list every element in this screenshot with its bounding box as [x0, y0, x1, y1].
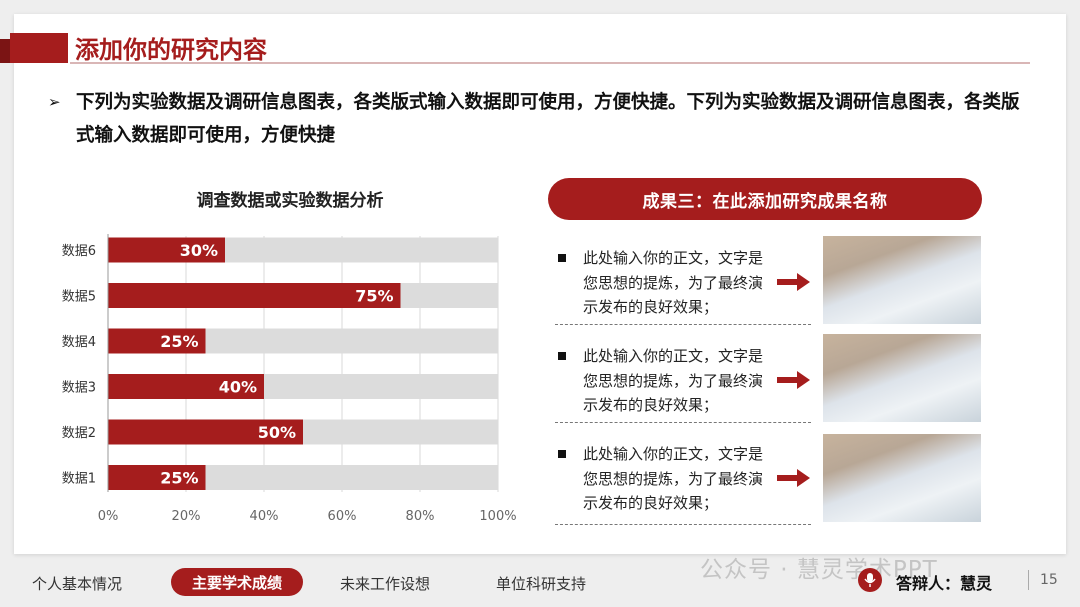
square-bullet-icon	[558, 352, 566, 360]
result-item-text: 此处输入你的正文，文字是您思想的提炼，为了最终演示发布的良好效果；	[583, 249, 764, 316]
x-tick-label: 60%	[328, 509, 357, 524]
y-tick-label: 数据4	[62, 335, 96, 350]
x-tick-label: 20%	[172, 509, 201, 524]
right-arrow-icon	[777, 273, 810, 291]
data-label: 30%	[180, 241, 218, 260]
title-underline	[70, 62, 1030, 64]
dashed-divider	[555, 524, 811, 525]
x-tick-label: 40%	[250, 509, 279, 524]
arrow-bullet-icon: ➢	[48, 93, 61, 111]
dashed-divider	[555, 324, 811, 325]
result-heading: 成果三：在此添加研究成果名称	[548, 178, 982, 220]
bar	[108, 237, 225, 263]
watermark: 公众号 · 慧灵学术PPT	[700, 557, 938, 583]
result-item-text: 此处输入你的正文，文字是您思想的提炼，为了最终演示发布的良好效果；	[583, 347, 764, 414]
dashed-divider	[555, 422, 811, 423]
bar	[108, 283, 401, 308]
chart-title: 调查数据或实验数据分析	[196, 191, 384, 211]
intro-text: 下列为实验数据及调研信息图表，各类版式输入数据即可使用，方便快捷。下列为实验数据…	[76, 92, 1020, 146]
x-tick-label: 80%	[406, 509, 435, 524]
right-arrow-icon	[777, 371, 810, 389]
footer-nav: 个人基本情况 主要学术成绩 未来工作设想 单位科研支持	[0, 566, 1080, 600]
y-tick-label: 数据5	[62, 290, 96, 305]
data-label: 25%	[160, 332, 198, 351]
data-label: 40%	[219, 378, 257, 397]
y-tick-label: 数据3	[62, 381, 96, 396]
y-tick-label: 数据6	[62, 244, 96, 259]
data-label: 25%	[160, 469, 198, 488]
title-accent-bar	[10, 33, 68, 63]
microphone-icon	[858, 568, 882, 592]
page-number: 15	[1040, 572, 1058, 588]
data-label: 50%	[258, 423, 296, 442]
footer-separator	[1028, 570, 1029, 590]
slide-title: 添加你的研究内容	[75, 36, 267, 64]
meeting-photo	[823, 236, 981, 324]
right-arrow-icon	[777, 469, 810, 487]
nav-item-support[interactable]: 单位科研支持	[496, 575, 587, 593]
nav-item-academic[interactable]: 主要学术成绩	[171, 568, 303, 596]
y-tick-label: 数据2	[62, 426, 96, 441]
data-label: 75%	[355, 287, 393, 306]
x-tick-label: 100%	[479, 509, 516, 524]
nav-item-future[interactable]: 未来工作设想	[340, 575, 431, 593]
speaker-label: 答辩人：慧灵	[896, 574, 993, 593]
meeting-photo	[823, 434, 981, 522]
bar	[108, 419, 303, 445]
nav-item-personal[interactable]: 个人基本情况	[32, 575, 123, 593]
bar	[108, 374, 264, 399]
bar	[108, 465, 206, 490]
square-bullet-icon	[558, 450, 566, 458]
square-bullet-icon	[558, 254, 566, 262]
y-tick-label: 数据1	[62, 472, 96, 487]
bar	[108, 328, 206, 354]
result-item-text: 此处输入你的正文，文字是您思想的提炼，为了最终演示发布的良好效果；	[583, 445, 764, 512]
x-tick-label: 0%	[98, 509, 119, 524]
intro-paragraph: ➢ 下列为实验数据及调研信息图表，各类版式输入数据即可使用，方便快捷。下列为实验…	[48, 86, 1028, 152]
meeting-photo	[823, 334, 981, 422]
